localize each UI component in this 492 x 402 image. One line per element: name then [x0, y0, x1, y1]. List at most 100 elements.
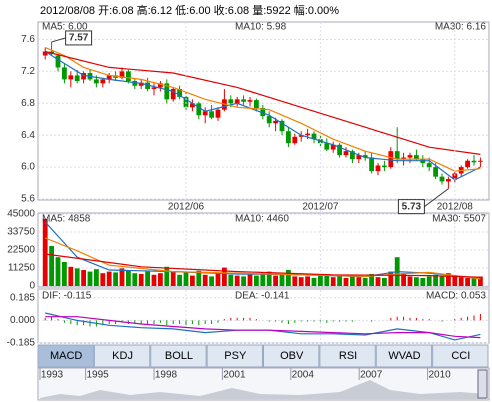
volume-bar	[241, 276, 246, 286]
candle-body	[292, 136, 298, 144]
volume-bar	[292, 276, 298, 286]
x-tick-label: 2012/06	[168, 202, 205, 213]
volume-bar	[362, 278, 368, 286]
y-tick-label: 33750	[7, 227, 35, 238]
volume-bar	[305, 276, 310, 286]
candle-body	[126, 71, 131, 81]
volume-bar	[426, 276, 432, 286]
volume-bar	[94, 269, 99, 286]
candle-body	[439, 176, 445, 182]
candle-body	[324, 143, 330, 150]
candle-body	[350, 151, 355, 160]
tab-label[interactable]: BOLL	[165, 350, 193, 362]
volume-bar	[298, 277, 304, 286]
legend-entry: MA10: 5.98	[235, 22, 287, 33]
legend-entry: MA5: 4858	[42, 214, 91, 225]
candle-body	[190, 103, 195, 108]
volume-bar	[190, 275, 195, 286]
tab-label[interactable]: MACD	[50, 350, 82, 362]
volume-bar	[439, 275, 445, 286]
volume-bar	[151, 274, 157, 286]
x-tick-label: 2012/08	[437, 202, 474, 213]
volume-bar	[106, 271, 112, 286]
volume-bar	[74, 268, 80, 286]
volume-bar	[254, 275, 259, 286]
tab[interactable]	[263, 344, 320, 368]
candle-body	[298, 135, 304, 137]
tab[interactable]	[432, 344, 489, 368]
volume-bar	[388, 271, 394, 286]
candle-body	[68, 75, 74, 80]
tab[interactable]	[375, 344, 433, 368]
volume-bar	[369, 274, 374, 286]
candle-body	[337, 144, 342, 156]
candle-body	[241, 99, 246, 102]
candle-body	[452, 173, 458, 180]
y-tick-label: 45000	[7, 209, 35, 220]
ma-line	[45, 316, 481, 339]
timeline-label: 2001	[223, 370, 246, 381]
volume-bar	[382, 278, 387, 286]
volume-bar	[311, 278, 317, 286]
candle-body	[362, 155, 368, 158]
volume-bar	[164, 266, 170, 286]
volume-bar	[49, 246, 54, 286]
candle-body	[106, 75, 112, 80]
volume-bar	[234, 275, 240, 286]
candle-body	[247, 100, 253, 102]
candle-body	[74, 75, 80, 81]
candle-body	[369, 157, 374, 172]
tab-label[interactable]: KDJ	[112, 350, 133, 362]
candle-body	[446, 179, 451, 182]
candle-body	[260, 108, 266, 117]
tab-label[interactable]: PSY	[224, 350, 247, 362]
tab[interactable]	[93, 344, 151, 368]
candle-body	[177, 88, 182, 97]
candle-body	[62, 67, 67, 80]
candle-body	[305, 133, 310, 136]
candle-body	[407, 155, 413, 158]
legend-entry: DIF: -0.115	[42, 291, 92, 302]
candle-body	[151, 87, 157, 89]
volume-bar	[452, 276, 458, 286]
candle-body	[279, 120, 285, 132]
volume-bar	[215, 273, 221, 286]
tab[interactable]	[206, 344, 263, 368]
tab[interactable]	[319, 344, 376, 368]
volume-bar	[177, 274, 182, 286]
volume-bar	[279, 274, 285, 286]
tab[interactable]	[150, 344, 207, 368]
volume-bar	[126, 270, 131, 286]
volume-bar	[222, 267, 227, 286]
volume-bar	[100, 273, 106, 286]
ma-line	[45, 50, 481, 155]
y-tick-label: 6.4	[21, 130, 35, 141]
timeline-label: 1995	[86, 370, 109, 381]
volume-bar	[132, 273, 138, 286]
timeline-label: 2007	[360, 370, 383, 381]
candle-body	[202, 111, 208, 116]
annotation-leader	[424, 188, 449, 208]
volume-bar	[471, 277, 477, 286]
timeline-handle[interactable]	[477, 369, 488, 399]
volume-bar	[478, 276, 483, 286]
annotation-box	[397, 199, 425, 215]
tab-label[interactable]: OBV	[280, 350, 304, 362]
volume-bar	[113, 272, 118, 286]
y-tick-label: 5.6	[21, 194, 35, 205]
volume-bar	[170, 271, 176, 286]
legend-entry: MACD: 0.053	[426, 291, 486, 302]
volume-bar	[337, 276, 342, 286]
candle-body	[388, 151, 394, 168]
volume-bar	[458, 277, 464, 286]
tab[interactable]	[37, 344, 94, 368]
tab-label[interactable]: RSI	[339, 350, 357, 362]
legend-entry: MA30: 6.16	[435, 22, 487, 33]
tab-label[interactable]: CCI	[451, 350, 470, 362]
volume-bar	[356, 277, 362, 286]
candle-body	[433, 167, 438, 177]
volume-bar	[324, 274, 330, 286]
volume-bar	[183, 272, 189, 286]
volume-bar	[247, 274, 253, 286]
tab-label[interactable]: WVAD	[388, 350, 420, 362]
